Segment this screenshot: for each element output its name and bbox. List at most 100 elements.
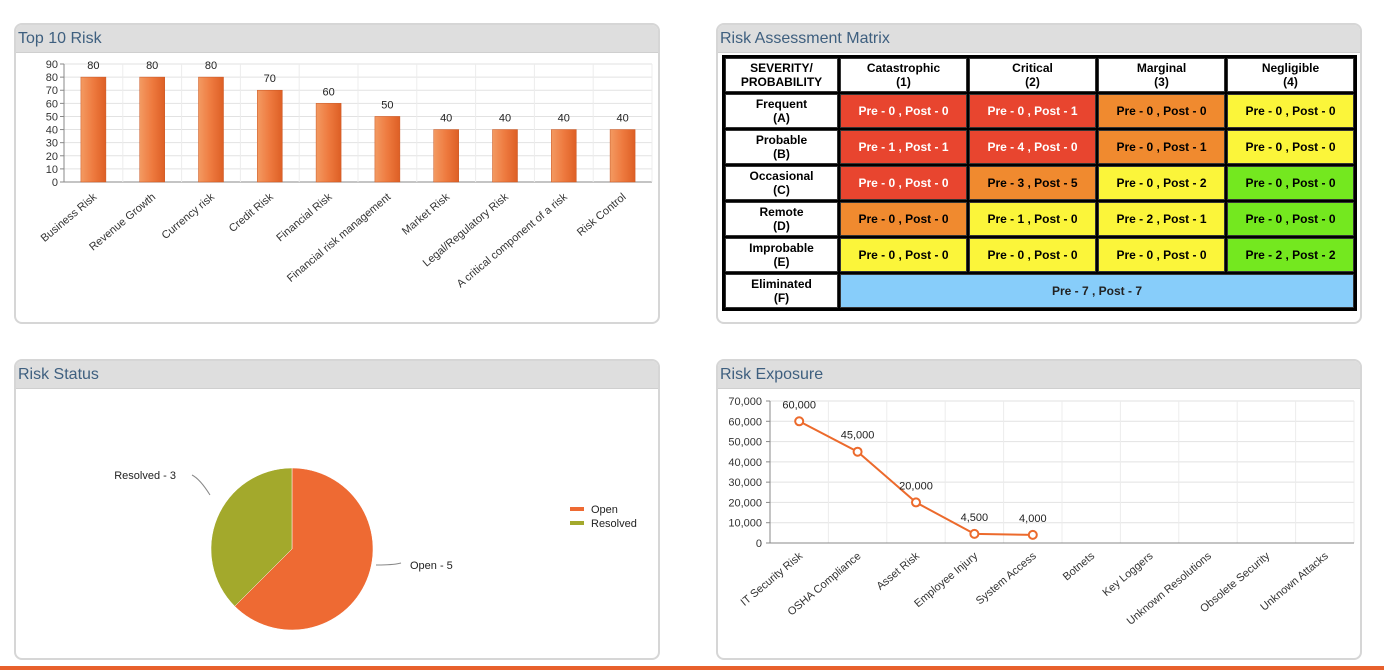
bar-value-label: 70 (264, 73, 276, 85)
matrix-cell: Pre - 3 , Post - 5 (969, 166, 1096, 200)
matrix-cell: Pre - 0 , Post - 0 (840, 238, 967, 272)
risk-status-title: Risk Status (16, 361, 658, 389)
bar-value-label: 60 (322, 86, 334, 98)
legend-label-open: Open (591, 504, 618, 516)
top10-risk-title: Top 10 Risk (16, 25, 658, 53)
matrix-column-header: Negligible (4) (1227, 58, 1354, 92)
matrix-row-header: Occasional (C) (725, 166, 838, 200)
matrix-cell: Pre - 0 , Post - 0 (1227, 202, 1354, 236)
line-value-label: 4,000 (1019, 513, 1047, 525)
matrix-cell: Pre - 0 , Post - 0 (840, 94, 967, 128)
row-code: (B) (773, 147, 790, 161)
matrix-row-header: Improbable (E) (725, 238, 838, 272)
line-value-label: 45,000 (841, 430, 875, 442)
row-name: Frequent (755, 97, 808, 111)
line-category-label: System Access (974, 550, 1039, 607)
row-code: (E) (773, 255, 790, 269)
matrix-cell: Pre - 1 , Post - 1 (840, 130, 967, 164)
line-point (1027, 529, 1038, 540)
matrix-row: Remote (D) Pre - 0 , Post - 0 Pre - 1 , Pos… (725, 202, 1354, 236)
column-code: (1) (896, 75, 911, 89)
line-y-tick-label: 50,000 (728, 437, 762, 449)
corner-probability-label: PROBABILITY (740, 75, 823, 89)
matrix-cell: Pre - 0 , Post - 2 (1098, 166, 1225, 200)
line-point (969, 528, 980, 539)
line-value-label: 20,000 (899, 480, 933, 492)
bar-category-label: Market Risk (400, 191, 453, 238)
row-name: Improbable (749, 241, 814, 255)
line-y-tick-label: 10,000 (728, 518, 762, 530)
bar (492, 129, 518, 183)
matrix-column-header: Catastrophic (1) (840, 58, 967, 92)
matrix-row-header: Eliminated (F) (725, 274, 838, 308)
bottom-accent-bar (0, 666, 1384, 670)
bar (139, 76, 165, 183)
bar (609, 129, 636, 183)
bar-y-tick-label: 60 (46, 98, 58, 110)
risk-matrix-panel: Risk Assessment Matrix SEVERITY/ PROBABI… (716, 23, 1362, 324)
bar (198, 76, 224, 183)
risk-matrix-title: Risk Assessment Matrix (718, 25, 1360, 53)
bar-value-label: 40 (440, 113, 452, 125)
bar-category-label: Business Risk (39, 191, 100, 245)
bar-category-label: Financial Risk (274, 191, 335, 245)
row-name: Eliminated (751, 277, 812, 291)
matrix-row: Occasional (C) Pre - 0 , Post - 0 Pre - 3 ,… (725, 166, 1354, 200)
matrix-row: Improbable (E) Pre - 0 , Post - 0 Pre - 0 ,… (725, 238, 1354, 272)
bar (80, 76, 107, 183)
line-y-tick-label: 40,000 (728, 457, 762, 469)
bar-category-label: Currency risk (160, 191, 218, 242)
top10-risk-panel: Top 10 Risk 0 10 20 30 40 50 60 70 80 90 80 Busines… (14, 23, 660, 324)
matrix-cell: Pre - 2 , Post - 2 (1227, 238, 1354, 272)
bar-y-tick-label: 30 (46, 138, 58, 150)
bar-value-label: 50 (381, 99, 393, 111)
row-code: (A) (773, 111, 790, 125)
bar (433, 129, 459, 183)
row-name: Remote (759, 205, 804, 219)
line-series (798, 420, 1033, 536)
legend-swatch-open (570, 507, 584, 511)
pie-leader-line (191, 474, 211, 496)
matrix-column-header: Marginal (3) (1098, 58, 1225, 92)
matrix-header-row: SEVERITY/ PROBABILITY Catastrophic (1) Cri… (725, 58, 1354, 92)
matrix-cell: Pre - 0 , Post - 0 (1098, 238, 1225, 272)
matrix-corner: SEVERITY/ PROBABILITY (725, 58, 838, 92)
line-category-label: Asset Risk (874, 550, 922, 593)
risk-exposure-panel: Risk Exposure 0 10,000 20,000 30,000 40,000 5… (716, 359, 1362, 660)
matrix-row-header: Probable (B) (725, 130, 838, 164)
line-y-tick-label: 20,000 (728, 497, 762, 509)
bar-value-label: 40 (499, 113, 511, 125)
pie-slice-open (234, 467, 374, 631)
matrix-cell: Pre - 0 , Post - 0 (1098, 94, 1225, 128)
matrix-cell: Pre - 0 , Post - 0 (1227, 166, 1354, 200)
bar-y-tick-label: 80 (46, 72, 58, 84)
column-code: (4) (1283, 75, 1298, 89)
column-code: (3) (1154, 75, 1169, 89)
bar-y-tick-label: 50 (46, 111, 58, 123)
bar-y-tick-label: 0 (52, 177, 58, 189)
pie-leader-line (375, 562, 402, 566)
bar-value-label: 40 (616, 113, 628, 125)
bar-category-label: A critical component of a risk (455, 191, 570, 291)
line-point (911, 497, 921, 508)
risk-exposure-chart: 0 10,000 20,000 30,000 40,000 50,000 60,000 70,… (728, 396, 1355, 628)
risk-status-chart: Open - 5 Resolved - 3 Open Resolved (114, 467, 637, 631)
matrix-body: Frequent (A) Pre - 0 , Post - 0 Pre - 0 , P… (725, 94, 1354, 308)
bar (374, 116, 401, 183)
legend-swatch-resolved (570, 521, 584, 525)
matrix-column-header: Critical (2) (969, 58, 1096, 92)
line-value-label: 60,000 (782, 399, 816, 411)
line-point (852, 446, 863, 457)
pie-label-open: Open - 5 (410, 560, 453, 572)
bar-value-label: 80 (87, 60, 99, 72)
risk-exposure-title: Risk Exposure (718, 361, 1360, 389)
bar-value-label: 80 (146, 60, 158, 72)
matrix-cell: Pre - 0 , Post - 0 (840, 166, 967, 200)
risk-assessment-matrix: SEVERITY/ PROBABILITY Catastrophic (1) Cri… (722, 55, 1357, 311)
line-y-tick-label: 30,000 (728, 477, 762, 489)
row-code: (D) (773, 219, 790, 233)
matrix-row-eliminated: Eliminated (F) Pre - 7 , Post - 7 (725, 274, 1354, 308)
line-y-tick-label: 70,000 (728, 396, 762, 408)
matrix-cell: Pre - 0 , Post - 1 (1098, 130, 1225, 164)
bar-y-tick-label: 70 (46, 85, 58, 97)
